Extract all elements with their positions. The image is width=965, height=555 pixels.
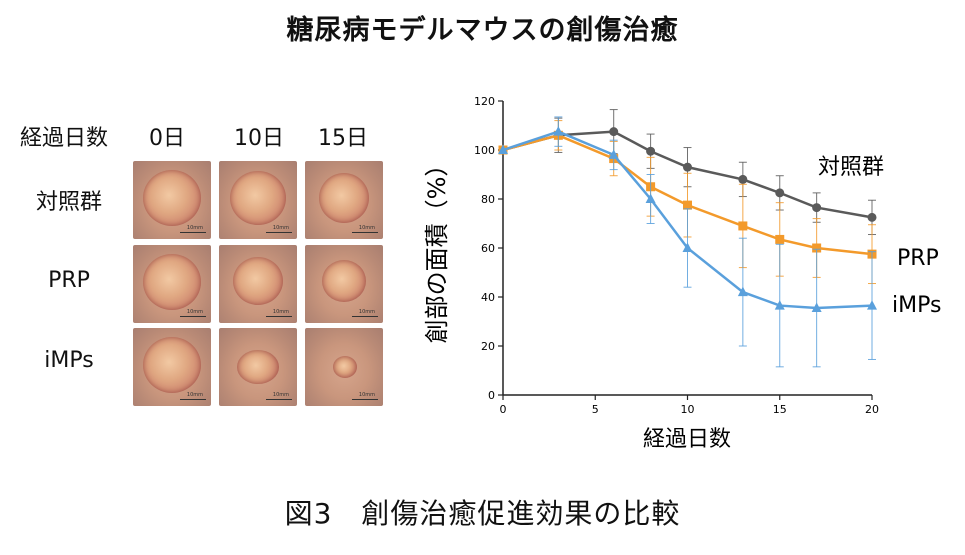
data-point <box>738 221 748 231</box>
y-tick-label: 60 <box>481 242 495 255</box>
wound-photo-imps-day15: 10mm <box>305 328 383 406</box>
data-point <box>645 193 656 203</box>
y-tick-label: 0 <box>488 389 495 402</box>
x-tick-label: 0 <box>500 403 507 416</box>
data-point <box>737 286 748 297</box>
data-point <box>867 212 877 222</box>
wound-photo-imps-day10: 10mm <box>219 328 297 406</box>
y-tick-label: 80 <box>481 193 495 206</box>
data-point <box>498 144 508 154</box>
legend-label-imps: iMPs <box>892 293 941 318</box>
wound-photo-control-day15: 10mm <box>305 161 383 239</box>
day-0-label: 0日 <box>149 126 185 151</box>
chart-series <box>498 109 877 368</box>
x-tick-label: 20 <box>865 403 879 416</box>
y-tick-label: 120 <box>474 95 495 108</box>
legend-label-prp: PRP <box>897 246 939 271</box>
y-tick-label: 40 <box>481 291 495 304</box>
x-tick-label: 10 <box>681 403 695 416</box>
figure-caption: 図3 創傷治癒促進効果の比較 <box>284 497 681 530</box>
day-15-label: 15日 <box>318 126 368 151</box>
row-label-control: 対照群 <box>35 190 102 215</box>
page-title: 糖尿病モデルマウスの創傷治癒 <box>286 15 679 46</box>
x-axis-label: 経過日数 <box>643 427 731 452</box>
series-iMPs <box>498 116 877 368</box>
y-axis-label: 創部の面積（%） <box>423 153 451 344</box>
data-point <box>683 162 692 172</box>
data-point <box>553 126 564 136</box>
wound-photo-control-day0: 10mm <box>133 161 211 239</box>
y-tick-label: 20 <box>481 340 495 353</box>
wound-photo-prp-day15: 10mm <box>305 245 383 323</box>
data-point <box>812 243 822 253</box>
row-label-prp: PRP <box>48 268 90 293</box>
day-10-label: 10日 <box>234 126 284 151</box>
wound-photo-prp-day0: 10mm <box>133 245 211 323</box>
data-point <box>775 188 785 198</box>
legend-label-control: 対照群 <box>818 155 884 180</box>
chart-axes: 0 20 40 60 80 100 120 0 5 10 15 20 <box>474 95 879 416</box>
data-point <box>609 127 619 137</box>
data-point <box>682 242 693 252</box>
data-point <box>646 146 656 156</box>
y-tick-label: 100 <box>474 144 495 157</box>
data-point <box>683 200 692 210</box>
days-header-label: 経過日数 <box>20 126 109 151</box>
data-point <box>867 300 877 310</box>
row-label-imps: iMPs <box>44 348 94 373</box>
data-point <box>775 234 785 244</box>
wound-photo-imps-day0: 10mm <box>133 328 211 406</box>
data-point <box>608 149 619 159</box>
data-point <box>738 174 748 184</box>
data-point <box>774 300 785 310</box>
data-point <box>812 203 822 213</box>
x-tick-label: 5 <box>592 403 599 416</box>
wound-photo-prp-day10: 10mm <box>219 245 297 323</box>
wound-photo-control-day10: 10mm <box>219 161 297 239</box>
x-tick-label: 15 <box>773 403 787 416</box>
data-point <box>811 302 822 313</box>
